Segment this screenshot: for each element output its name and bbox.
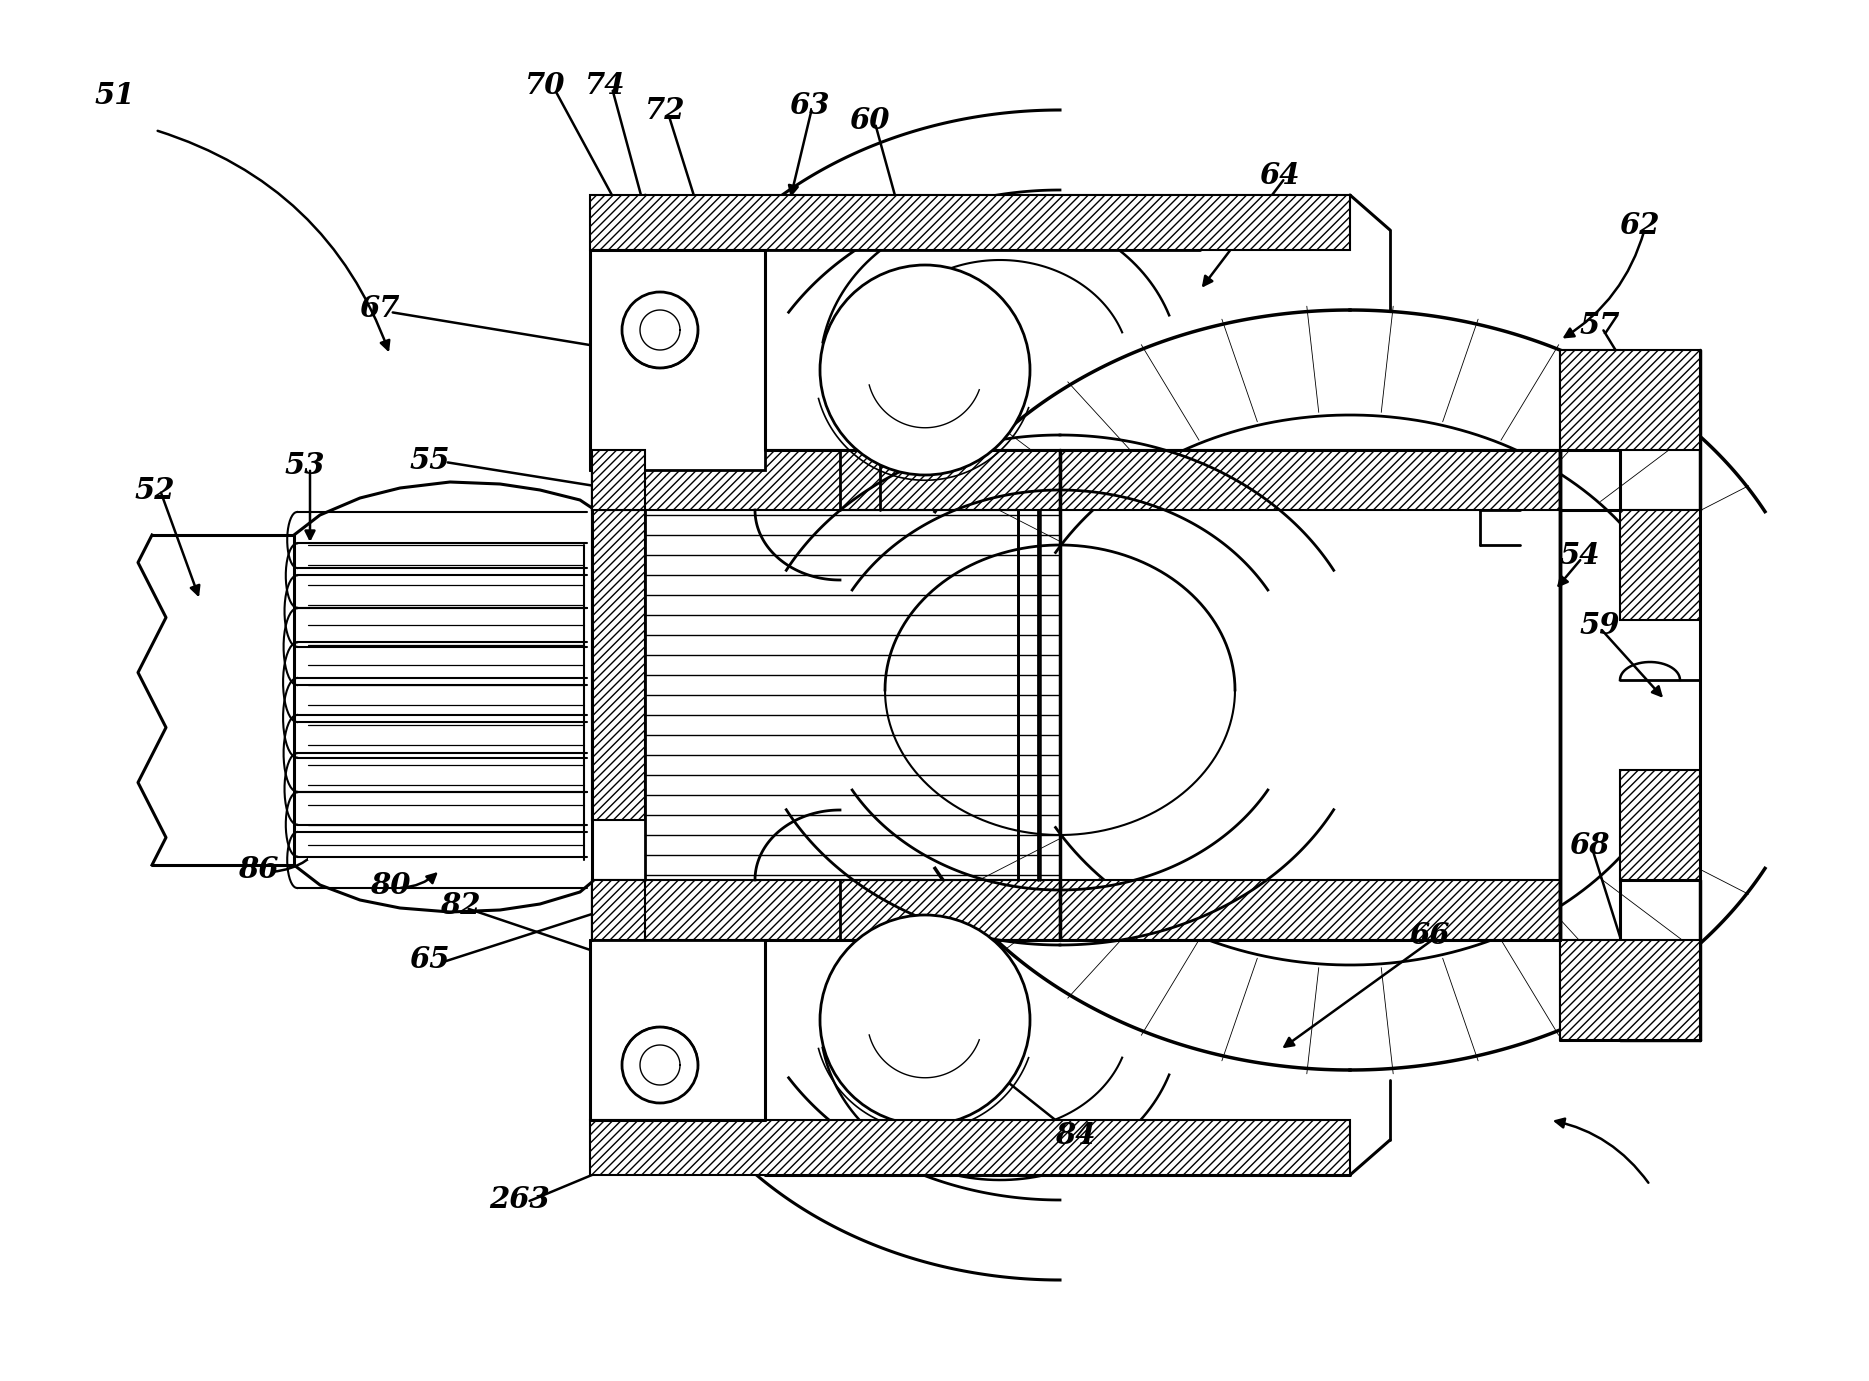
Bar [592, 880, 645, 940]
Bar [591, 940, 764, 1160]
Text: 86: 86 [237, 855, 278, 884]
Bar [592, 880, 645, 940]
Circle shape [820, 265, 1030, 475]
Text: 51: 51 [95, 80, 135, 109]
Bar [1620, 771, 1701, 880]
Bar [592, 450, 645, 510]
Text: 57: 57 [1579, 311, 1620, 340]
Bar [151, 534, 293, 865]
Bar [592, 450, 1060, 510]
Text: 59: 59 [1579, 610, 1620, 639]
Bar [1561, 940, 1701, 1040]
Bar [592, 510, 645, 820]
Bar [1620, 510, 1701, 620]
Text: 263: 263 [490, 1185, 549, 1214]
Text: 82: 82 [439, 891, 480, 920]
Text: 66: 66 [1409, 921, 1450, 950]
Bar [1060, 450, 1561, 510]
Circle shape [622, 291, 697, 367]
Bar [591, 195, 1349, 250]
Bar [592, 880, 1060, 940]
Text: 53: 53 [284, 450, 325, 479]
Text: 55: 55 [409, 446, 450, 475]
Text: 72: 72 [645, 95, 686, 124]
Bar [591, 1120, 1349, 1175]
Bar [592, 450, 645, 510]
Bar [1561, 349, 1701, 450]
Bar [591, 250, 764, 470]
Bar [1060, 880, 1561, 940]
Text: 84: 84 [1054, 1120, 1095, 1149]
Bar [592, 880, 1060, 940]
Circle shape [820, 916, 1030, 1126]
Bar [592, 450, 1060, 940]
Text: 74: 74 [585, 70, 626, 99]
Text: 65: 65 [409, 946, 450, 975]
Bar [591, 195, 1349, 250]
Bar [1561, 349, 1701, 450]
Text: 62: 62 [1620, 210, 1660, 239]
Text: 68: 68 [1570, 830, 1611, 859]
Bar [592, 510, 645, 820]
Bar [1620, 510, 1701, 620]
Bar [591, 1120, 1349, 1175]
Bar [1060, 450, 1561, 940]
Bar [1060, 450, 1561, 510]
Bar [592, 450, 1060, 510]
Bar [308, 540, 587, 860]
Text: 70: 70 [525, 70, 564, 99]
Text: 64: 64 [1260, 160, 1301, 189]
Circle shape [622, 1027, 697, 1103]
Text: 60: 60 [850, 105, 890, 134]
Text: 80: 80 [370, 870, 411, 899]
Text: 67: 67 [359, 294, 400, 323]
Text: 54: 54 [1561, 540, 1600, 569]
Text: 63: 63 [791, 91, 830, 120]
Text: 52: 52 [135, 475, 176, 504]
Bar [1060, 880, 1561, 940]
Bar [1620, 771, 1701, 880]
Bar [1561, 940, 1701, 1040]
